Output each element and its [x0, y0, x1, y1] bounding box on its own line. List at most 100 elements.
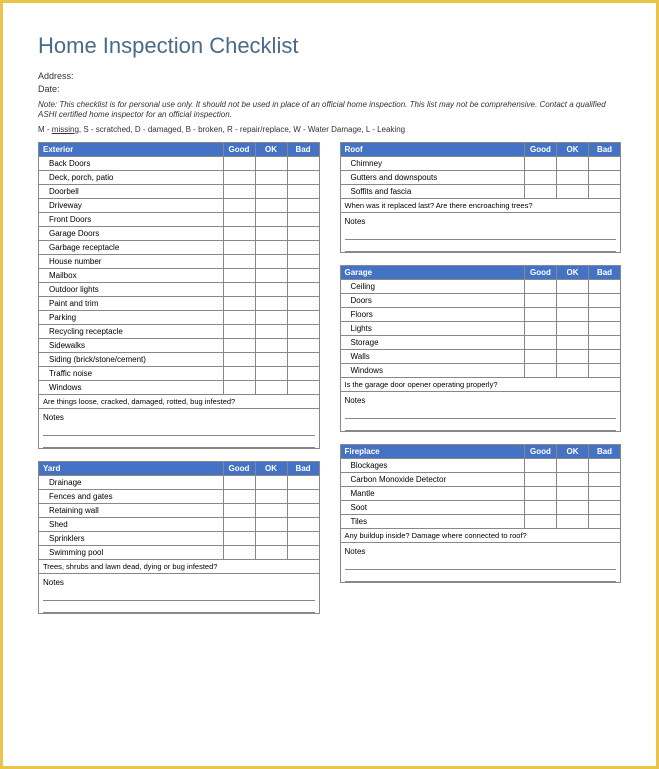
cell-ok[interactable] — [255, 254, 287, 268]
cell-good[interactable] — [525, 307, 557, 321]
cell-good[interactable] — [223, 282, 255, 296]
cell-good[interactable] — [223, 254, 255, 268]
cell-bad[interactable] — [287, 170, 319, 184]
cell-ok[interactable] — [557, 500, 589, 514]
cell-bad[interactable] — [287, 489, 319, 503]
cell-ok[interactable] — [255, 503, 287, 517]
cell-ok[interactable] — [557, 279, 589, 293]
notes-line[interactable] — [43, 589, 315, 601]
cell-good[interactable] — [525, 170, 557, 184]
cell-good[interactable] — [525, 335, 557, 349]
cell-bad[interactable] — [287, 475, 319, 489]
cell-good[interactable] — [223, 503, 255, 517]
cell-bad[interactable] — [287, 352, 319, 366]
cell-good[interactable] — [525, 156, 557, 170]
cell-bad[interactable] — [287, 254, 319, 268]
cell-good[interactable] — [223, 475, 255, 489]
cell-good[interactable] — [223, 352, 255, 366]
cell-good[interactable] — [525, 486, 557, 500]
notes-line[interactable] — [43, 436, 315, 448]
cell-bad[interactable] — [287, 184, 319, 198]
notes-line[interactable] — [43, 424, 315, 436]
cell-ok[interactable] — [255, 517, 287, 531]
cell-good[interactable] — [223, 268, 255, 282]
cell-bad[interactable] — [589, 293, 621, 307]
cell-ok[interactable] — [255, 352, 287, 366]
cell-good[interactable] — [223, 198, 255, 212]
cell-ok[interactable] — [255, 170, 287, 184]
cell-ok[interactable] — [255, 184, 287, 198]
cell-bad[interactable] — [287, 517, 319, 531]
cell-bad[interactable] — [287, 338, 319, 352]
cell-ok[interactable] — [255, 489, 287, 503]
cell-ok[interactable] — [255, 380, 287, 394]
cell-good[interactable] — [223, 324, 255, 338]
notes-line[interactable] — [345, 240, 617, 252]
cell-bad[interactable] — [287, 531, 319, 545]
cell-bad[interactable] — [287, 380, 319, 394]
cell-ok[interactable] — [255, 268, 287, 282]
cell-bad[interactable] — [287, 366, 319, 380]
cell-ok[interactable] — [557, 472, 589, 486]
cell-ok[interactable] — [557, 307, 589, 321]
cell-good[interactable] — [525, 293, 557, 307]
cell-good[interactable] — [525, 363, 557, 377]
cell-bad[interactable] — [589, 321, 621, 335]
cell-ok[interactable] — [557, 349, 589, 363]
cell-ok[interactable] — [557, 293, 589, 307]
cell-ok[interactable] — [255, 226, 287, 240]
cell-good[interactable] — [223, 545, 255, 559]
cell-good[interactable] — [223, 338, 255, 352]
cell-good[interactable] — [525, 500, 557, 514]
cell-ok[interactable] — [255, 324, 287, 338]
cell-good[interactable] — [525, 321, 557, 335]
cell-ok[interactable] — [557, 156, 589, 170]
cell-good[interactable] — [223, 380, 255, 394]
cell-good[interactable] — [223, 489, 255, 503]
cell-good[interactable] — [525, 472, 557, 486]
cell-bad[interactable] — [589, 363, 621, 377]
cell-bad[interactable] — [287, 226, 319, 240]
cell-bad[interactable] — [589, 349, 621, 363]
cell-ok[interactable] — [255, 338, 287, 352]
notes-line[interactable] — [345, 228, 617, 240]
cell-bad[interactable] — [589, 500, 621, 514]
cell-bad[interactable] — [589, 307, 621, 321]
cell-bad[interactable] — [287, 268, 319, 282]
cell-ok[interactable] — [255, 366, 287, 380]
cell-ok[interactable] — [255, 212, 287, 226]
cell-good[interactable] — [223, 296, 255, 310]
cell-bad[interactable] — [287, 296, 319, 310]
cell-good[interactable] — [525, 184, 557, 198]
cell-bad[interactable] — [589, 279, 621, 293]
cell-ok[interactable] — [255, 531, 287, 545]
cell-bad[interactable] — [589, 156, 621, 170]
cell-good[interactable] — [223, 366, 255, 380]
cell-ok[interactable] — [255, 296, 287, 310]
cell-bad[interactable] — [589, 170, 621, 184]
cell-bad[interactable] — [287, 282, 319, 296]
cell-bad[interactable] — [287, 198, 319, 212]
cell-ok[interactable] — [557, 321, 589, 335]
cell-bad[interactable] — [589, 184, 621, 198]
cell-good[interactable] — [223, 517, 255, 531]
cell-good[interactable] — [223, 156, 255, 170]
cell-good[interactable] — [223, 310, 255, 324]
cell-good[interactable] — [525, 514, 557, 528]
cell-good[interactable] — [223, 170, 255, 184]
cell-good[interactable] — [525, 279, 557, 293]
notes-line[interactable] — [345, 407, 617, 419]
cell-ok[interactable] — [557, 486, 589, 500]
cell-ok[interactable] — [255, 545, 287, 559]
cell-ok[interactable] — [255, 240, 287, 254]
cell-bad[interactable] — [287, 503, 319, 517]
cell-ok[interactable] — [255, 475, 287, 489]
cell-bad[interactable] — [287, 212, 319, 226]
cell-ok[interactable] — [557, 514, 589, 528]
cell-ok[interactable] — [557, 335, 589, 349]
cell-bad[interactable] — [287, 324, 319, 338]
cell-good[interactable] — [223, 212, 255, 226]
cell-bad[interactable] — [589, 486, 621, 500]
cell-bad[interactable] — [589, 514, 621, 528]
cell-ok[interactable] — [255, 282, 287, 296]
